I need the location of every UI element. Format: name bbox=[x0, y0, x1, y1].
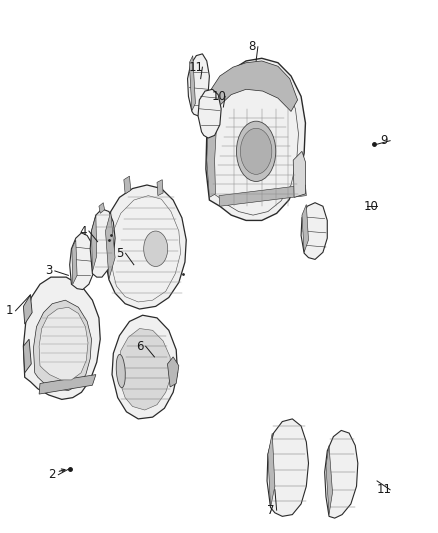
Polygon shape bbox=[301, 203, 327, 260]
Polygon shape bbox=[326, 446, 332, 514]
Polygon shape bbox=[23, 339, 31, 373]
Polygon shape bbox=[23, 295, 32, 324]
Polygon shape bbox=[302, 205, 308, 252]
Ellipse shape bbox=[116, 354, 125, 387]
Polygon shape bbox=[157, 180, 163, 196]
Polygon shape bbox=[325, 431, 358, 518]
Polygon shape bbox=[198, 90, 221, 138]
Text: 5: 5 bbox=[116, 247, 123, 260]
Polygon shape bbox=[206, 58, 305, 221]
Text: 11: 11 bbox=[377, 483, 392, 496]
Text: 4: 4 bbox=[79, 224, 87, 238]
Polygon shape bbox=[267, 419, 308, 516]
Text: 7: 7 bbox=[267, 504, 274, 516]
Polygon shape bbox=[106, 212, 115, 279]
Polygon shape bbox=[39, 307, 88, 380]
Polygon shape bbox=[92, 215, 97, 272]
Polygon shape bbox=[187, 54, 209, 116]
Polygon shape bbox=[105, 185, 186, 309]
Ellipse shape bbox=[240, 128, 272, 174]
Polygon shape bbox=[219, 185, 306, 206]
Polygon shape bbox=[33, 300, 92, 391]
Polygon shape bbox=[210, 61, 297, 116]
Ellipse shape bbox=[237, 121, 276, 181]
Text: 10: 10 bbox=[364, 200, 378, 213]
Polygon shape bbox=[90, 209, 115, 277]
Text: 9: 9 bbox=[380, 134, 388, 147]
Polygon shape bbox=[70, 233, 95, 289]
Polygon shape bbox=[189, 55, 195, 110]
Polygon shape bbox=[39, 375, 96, 394]
Ellipse shape bbox=[144, 231, 168, 266]
Text: 2: 2 bbox=[49, 468, 56, 481]
Text: 3: 3 bbox=[45, 264, 53, 278]
Text: 11: 11 bbox=[189, 61, 204, 74]
Polygon shape bbox=[112, 315, 177, 419]
Polygon shape bbox=[99, 203, 105, 213]
Text: 8: 8 bbox=[248, 41, 255, 53]
Polygon shape bbox=[124, 176, 131, 194]
Text: 6: 6 bbox=[136, 340, 143, 353]
Polygon shape bbox=[293, 151, 305, 197]
Polygon shape bbox=[72, 240, 77, 284]
Text: 1: 1 bbox=[6, 304, 13, 317]
Polygon shape bbox=[167, 357, 179, 387]
Polygon shape bbox=[118, 328, 171, 410]
Polygon shape bbox=[23, 277, 100, 399]
Polygon shape bbox=[268, 433, 275, 507]
Polygon shape bbox=[207, 107, 217, 197]
Text: 10: 10 bbox=[212, 90, 226, 103]
